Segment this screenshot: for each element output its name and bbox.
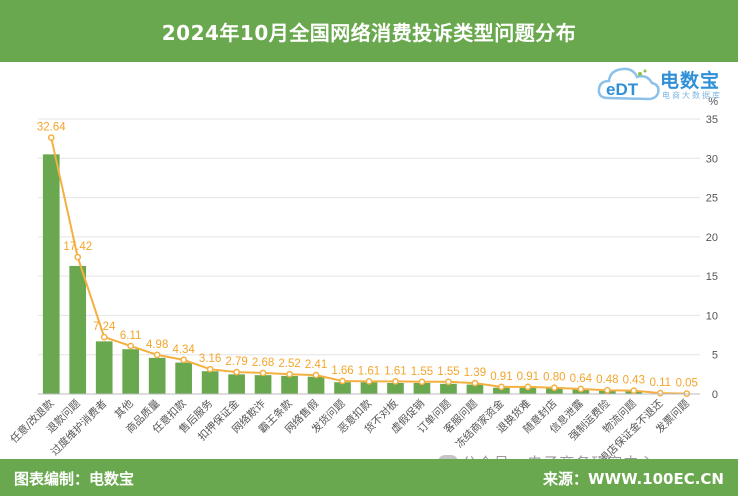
data-label: 0.05: [676, 378, 698, 390]
line-point: [365, 378, 373, 385]
cloud-logo-icon: eDT: [597, 67, 660, 101]
bar: [69, 265, 87, 394]
line-point: [153, 351, 161, 359]
line-point: [603, 386, 611, 394]
data-label: 0.91: [517, 371, 539, 383]
line-point: [551, 384, 558, 392]
data-label: 4.98: [146, 339, 168, 351]
line-point: [445, 378, 452, 386]
bar: [281, 375, 298, 394]
data-label: 0.43: [623, 375, 645, 387]
line-point: [312, 371, 320, 379]
footer-source: 来源：WWW.100EC.CN: [543, 470, 724, 488]
bar: [546, 388, 563, 394]
y-tick-label: 30: [706, 153, 718, 165]
y-tick-label: 0: [712, 389, 718, 401]
bar: [440, 383, 457, 394]
data-label: 2.68: [252, 357, 274, 369]
y-tick-label: 5: [712, 350, 718, 362]
bar: [228, 374, 245, 394]
bar: [413, 383, 431, 394]
bar: [254, 375, 272, 394]
bar: [466, 384, 484, 394]
data-label: 0.48: [596, 374, 618, 386]
logo-icon-text: eDT: [606, 80, 639, 99]
bar: [360, 382, 378, 394]
x-tick-label: 任意/改退款: [8, 397, 57, 446]
bar: [519, 387, 537, 394]
data-label: 0.91: [490, 371, 512, 383]
line-point: [498, 383, 505, 391]
bar: [387, 383, 404, 394]
logo: eDT 电数宝 电商大数据库: [596, 62, 736, 108]
gridlines: [38, 118, 700, 356]
data-label: 1.66: [331, 365, 353, 377]
data-label: 0.64: [570, 373, 593, 385]
chart-title: 2024年10月全国网络消费投诉类型问题分布: [161, 20, 577, 45]
data-label: 2.52: [278, 358, 300, 370]
line-point: [471, 379, 479, 387]
y-tick-label: 20: [706, 232, 718, 244]
line-point: [524, 383, 532, 391]
data-label: 3.16: [199, 353, 221, 365]
line-point: [259, 369, 267, 377]
bar: [122, 349, 140, 394]
trend-line: [47, 134, 691, 397]
footer-bar: 图表编制：电数宝 来源：WWW.100EC.CN: [0, 459, 738, 496]
data-label: 1.61: [358, 365, 380, 377]
data-label: 17.42: [63, 241, 92, 253]
line-point: [206, 365, 214, 373]
data-labels: 32.64 17.42 7.24 6.11 4.98 4.34 3.16 2.79 2.68 2.…: [37, 122, 698, 390]
data-label: 4.34: [172, 344, 195, 356]
logo-brand: 电数宝: [660, 70, 721, 92]
header-bar: 2024年10月全国网络消费投诉类型问题分布: [0, 0, 738, 62]
line-point: [47, 134, 55, 141]
data-label: 7.24: [93, 321, 116, 333]
bar: [334, 382, 351, 394]
y-tick-label: 10: [706, 310, 718, 322]
line-point: [127, 342, 135, 350]
bar: [175, 362, 192, 394]
data-label: 2.41: [305, 359, 327, 371]
y-tick-label: 25: [706, 193, 718, 205]
y-tick-label: 35: [706, 114, 718, 126]
line-point: [630, 387, 638, 394]
bar: [95, 341, 113, 394]
line-point: [100, 333, 108, 341]
line-point: [339, 377, 346, 385]
footer-credit: 图表编制：电数宝: [14, 470, 135, 488]
bar: [148, 357, 166, 394]
data-label: 1.39: [464, 367, 486, 379]
line-point: [74, 253, 82, 261]
data-label: 32.64: [37, 122, 66, 134]
y-axis-unit: %: [708, 96, 718, 108]
data-label: 1.55: [411, 366, 433, 378]
data-label: 2.79: [225, 356, 247, 368]
y-tick-label: 15: [706, 271, 718, 283]
bars: [42, 154, 696, 394]
bar: [42, 154, 60, 394]
data-label: 1.55: [437, 366, 459, 378]
bar: [493, 387, 510, 394]
data-label: 1.61: [384, 365, 406, 377]
bar-line-chart: 32.64 17.42 7.24 6.11 4.98 4.34 3.16 2.79 2.68 2.…: [8, 96, 719, 459]
line-point: [286, 370, 293, 378]
line-point: [233, 368, 240, 376]
line-point: [656, 389, 664, 397]
data-label: 0.80: [543, 372, 565, 384]
logo-slogan: 电商大数据库: [662, 91, 722, 100]
line-point: [418, 378, 426, 386]
line-point: [577, 385, 585, 393]
line-point: [392, 378, 399, 385]
x-tick-label: 其他: [112, 397, 136, 421]
data-label: 6.11: [120, 330, 142, 342]
bar: [307, 376, 325, 394]
bar: [201, 371, 219, 394]
data-label: 0.11: [650, 377, 672, 389]
line-point: [180, 356, 187, 364]
